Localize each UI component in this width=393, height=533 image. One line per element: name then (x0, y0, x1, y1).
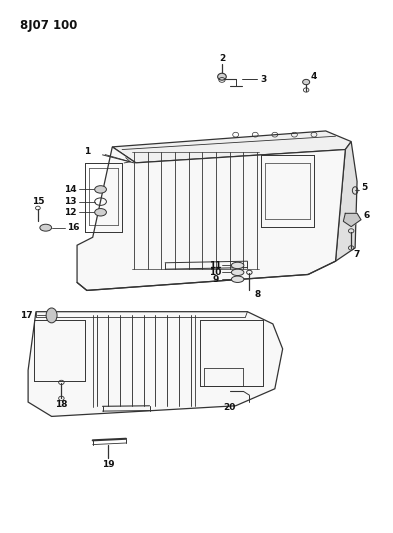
Text: 14: 14 (64, 185, 77, 194)
Text: 13: 13 (64, 197, 77, 206)
Ellipse shape (40, 224, 51, 231)
Polygon shape (112, 131, 351, 163)
Text: 15: 15 (32, 197, 44, 206)
Text: 4: 4 (311, 71, 317, 80)
Text: 20: 20 (224, 403, 236, 412)
Polygon shape (343, 213, 361, 227)
Text: 6: 6 (364, 212, 370, 221)
Text: 10: 10 (209, 268, 222, 277)
Circle shape (46, 308, 57, 323)
Ellipse shape (95, 185, 107, 193)
Ellipse shape (218, 73, 226, 80)
Text: 3: 3 (260, 75, 266, 84)
Ellipse shape (231, 262, 244, 269)
Ellipse shape (231, 276, 244, 282)
Polygon shape (336, 142, 357, 261)
Text: 8: 8 (254, 289, 260, 298)
Text: 7: 7 (354, 250, 360, 259)
Polygon shape (28, 312, 283, 416)
Text: 5: 5 (361, 183, 367, 192)
Text: 1: 1 (84, 147, 90, 156)
Text: 11: 11 (209, 261, 222, 270)
Text: 17: 17 (20, 311, 33, 320)
Text: 12: 12 (64, 208, 77, 217)
Text: 2: 2 (219, 54, 225, 62)
Ellipse shape (95, 208, 107, 216)
Ellipse shape (303, 79, 310, 85)
Text: 8J07 100: 8J07 100 (20, 19, 78, 33)
Ellipse shape (231, 269, 244, 276)
Text: 16: 16 (67, 223, 79, 232)
Text: 18: 18 (55, 400, 68, 409)
Text: 19: 19 (102, 460, 115, 469)
Text: 9: 9 (212, 274, 219, 284)
Polygon shape (77, 147, 345, 290)
